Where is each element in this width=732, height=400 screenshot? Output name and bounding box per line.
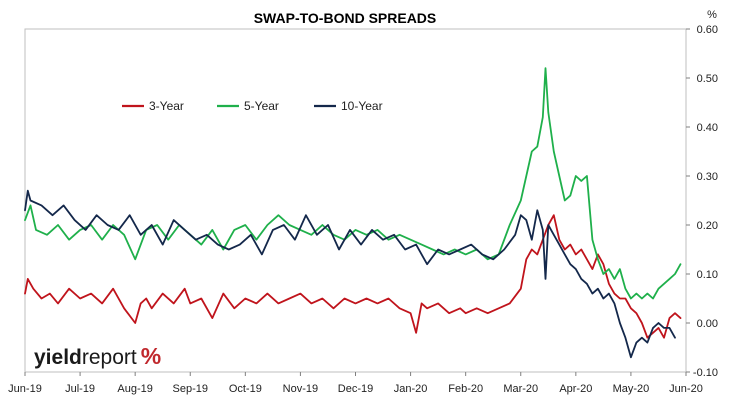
y-tick-label: 0.40 bbox=[697, 122, 718, 134]
axes: 0.60 0.50 0.40 0.30 0.20 0.10 0.00 -0.10 Jun-19 J… bbox=[8, 24, 718, 395]
y-tick-label: 0.00 bbox=[697, 318, 718, 330]
x-tick-label: Oct-19 bbox=[229, 383, 262, 395]
logo-text-report: report bbox=[82, 346, 137, 369]
y-tick-label: 0.20 bbox=[697, 220, 718, 232]
series-lines bbox=[24, 67, 682, 359]
x-tick-label: Sep-19 bbox=[173, 383, 208, 395]
x-tick-label: Nov-19 bbox=[283, 383, 318, 395]
y-tick-label: 0.60 bbox=[697, 24, 718, 36]
yieldreport-logo: yieldreport% bbox=[34, 343, 161, 369]
logo-percent-sign: % bbox=[141, 343, 161, 369]
x-tick-label: Feb-20 bbox=[448, 383, 483, 395]
x-tick-label: Jun-19 bbox=[8, 383, 42, 395]
y-tick-label: 0.10 bbox=[697, 269, 718, 281]
x-tick-label: Apr-20 bbox=[559, 383, 592, 395]
chart-title: SWAP-TO-BOND SPREADS bbox=[254, 10, 437, 26]
x-tick-label: Jul-19 bbox=[65, 383, 95, 395]
plot-area-frame bbox=[24, 28, 687, 373]
y-axis-unit-label: % bbox=[707, 9, 717, 21]
series-line-3-year bbox=[24, 214, 682, 339]
legend-label-3-year: 3-Year bbox=[149, 99, 184, 113]
x-tick-label: Dec-19 bbox=[338, 383, 373, 395]
y-tick-label: -0.10 bbox=[693, 367, 718, 379]
legend-item-10-year: 10-Year bbox=[314, 99, 383, 113]
series-line-10-year bbox=[24, 189, 676, 359]
legend: 3-Year 5-Year 10-Year bbox=[122, 99, 383, 113]
x-tick-label: Jun-20 bbox=[669, 383, 703, 395]
x-tick-label: Jan-20 bbox=[394, 383, 428, 395]
legend-item-5-year: 5-Year bbox=[217, 99, 279, 113]
y-tick-label: 0.50 bbox=[697, 73, 718, 85]
logo-text-yield: yield bbox=[34, 346, 82, 369]
y-tick-label: 0.30 bbox=[697, 171, 718, 183]
x-tick-label: May-20 bbox=[613, 383, 650, 395]
svg-text:yieldreport%: yieldreport% bbox=[34, 343, 161, 369]
legend-item-3-year: 3-Year bbox=[122, 99, 184, 113]
legend-label-10-year: 10-Year bbox=[341, 99, 383, 113]
legend-label-5-year: 5-Year bbox=[244, 99, 279, 113]
x-tick-label: Mar-20 bbox=[503, 383, 538, 395]
x-tick-label: Aug-19 bbox=[117, 383, 152, 395]
